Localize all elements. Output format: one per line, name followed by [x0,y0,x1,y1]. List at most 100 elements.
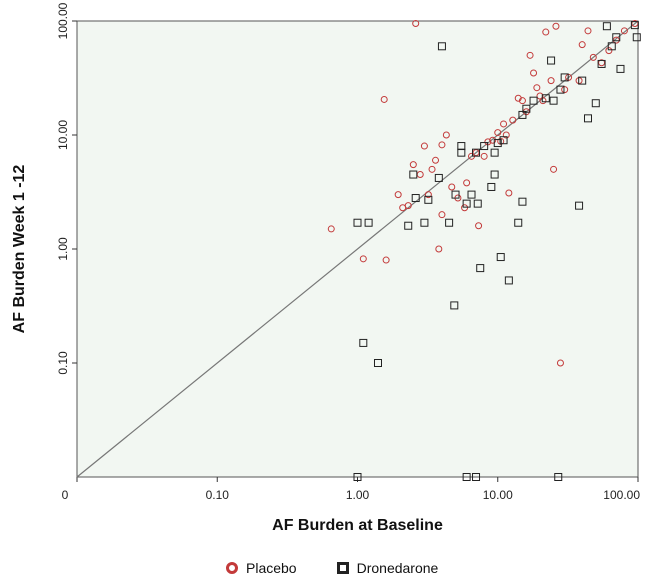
placebo-point [539,97,547,105]
dronedarone-point [404,221,413,230]
placebo-point [620,27,628,35]
dronedarone-point [632,33,641,42]
x-tick-label: 10.00 [483,488,513,502]
dronedarone-point [556,85,565,94]
placebo-point [380,95,388,103]
placebo-point [432,156,440,164]
placebo-point [561,86,569,94]
dronedarone-point [467,190,476,199]
y-tick-label: 1.00 [56,237,70,261]
dronedarone-point [547,56,556,65]
dronedarone-point [560,73,569,82]
placebo-point [463,179,471,187]
placebo-point [327,225,335,233]
dronedarone-point [462,199,471,208]
dronedarone-point [529,96,538,105]
placebo-point [526,51,534,59]
dronedarone-point [476,264,485,273]
dronedarone-point [578,76,587,85]
dronedarone-point [434,173,443,182]
dronedarone-point [353,218,362,227]
legend-item-dronedarone: Dronedarone [336,560,438,576]
dronedarone-point [364,218,373,227]
dronedarone-point [493,139,502,148]
dronedarone-point [514,218,523,227]
dronedarone-point [424,195,433,204]
placebo-point [505,189,513,197]
placebo-point [435,245,443,253]
dronedarone-point [504,276,513,285]
placebo-point [412,20,420,28]
placebo-point [394,191,402,199]
placebo-point [578,41,586,49]
placebo-point [500,120,508,128]
dronedarone-point [450,301,459,310]
placebo-point [605,47,613,55]
dronedarone-point [597,59,606,68]
placebo-point [550,165,558,173]
legend-item-placebo: Placebo [226,560,297,576]
placebo-point [420,142,428,150]
dronedarone-point [575,201,584,210]
placebo-point [533,84,541,92]
placebo-point [359,255,367,263]
dronedarone-point [353,473,362,481]
dronedarone-point [445,218,454,227]
x-axis-title: AF Burden at Baseline [272,517,443,534]
dronedarone-point [373,359,382,367]
dronedarone-point [554,473,563,481]
dronedarone-point [473,199,482,208]
y-tick-label: 100.00 [56,2,70,39]
placebo-point [494,129,502,137]
dronedarone-point [499,136,508,145]
dronedarone-point [616,64,625,73]
placebo-point [442,131,450,139]
dronedarone-point [462,473,471,481]
placebo-point [547,77,555,85]
placebo-point [448,183,456,191]
legend: Placebo Dronedarone [226,560,438,576]
identity-line [76,20,639,478]
dronedarone-point [583,114,592,123]
y-tick-label: 10.00 [56,120,70,150]
dronedarone-point [480,142,489,151]
placebo-point [382,256,390,264]
placebo-point [461,204,469,212]
placebo-point [518,97,526,105]
dronedarone-point [602,22,611,31]
placebo-point [438,211,446,219]
dronedarone-point [411,194,420,203]
dronedarone-point [359,338,368,347]
dronedarone-point [457,142,466,151]
placebo-point [502,131,510,139]
placebo-point [552,22,560,30]
placebo-point [556,359,564,367]
tick-layer: 0 0.10 1.00 10.00 100.00 0.10 1.00 10.00 100.00 [56,2,640,502]
dronedarone-point [437,42,446,51]
y-tick-label: 0.10 [56,351,70,375]
placebo-point [404,202,412,210]
placebo-point [409,161,417,169]
dronedarone-point [630,21,639,30]
placebo-point [480,152,488,160]
dronedarone-point [496,253,505,262]
points-layer [327,20,641,481]
dronedarone-point [541,94,550,103]
placebo-point [424,191,432,199]
circle-icon [226,562,238,574]
dronedarone-point [591,99,600,108]
placebo-point [489,136,497,144]
placebo-point [584,27,592,35]
dronedarone-point [522,104,531,113]
x-tick-label: 1.00 [346,488,370,502]
legend-label-placebo: Placebo [246,560,297,576]
placebo-point [509,116,517,124]
dronedarone-point [490,148,499,157]
dronedarone-point [612,33,621,42]
dronedarone-point [607,42,616,51]
dronedarone-point [487,182,496,191]
dronedarone-point [549,96,558,105]
dronedarone-point [409,170,418,179]
square-icon [336,562,349,574]
